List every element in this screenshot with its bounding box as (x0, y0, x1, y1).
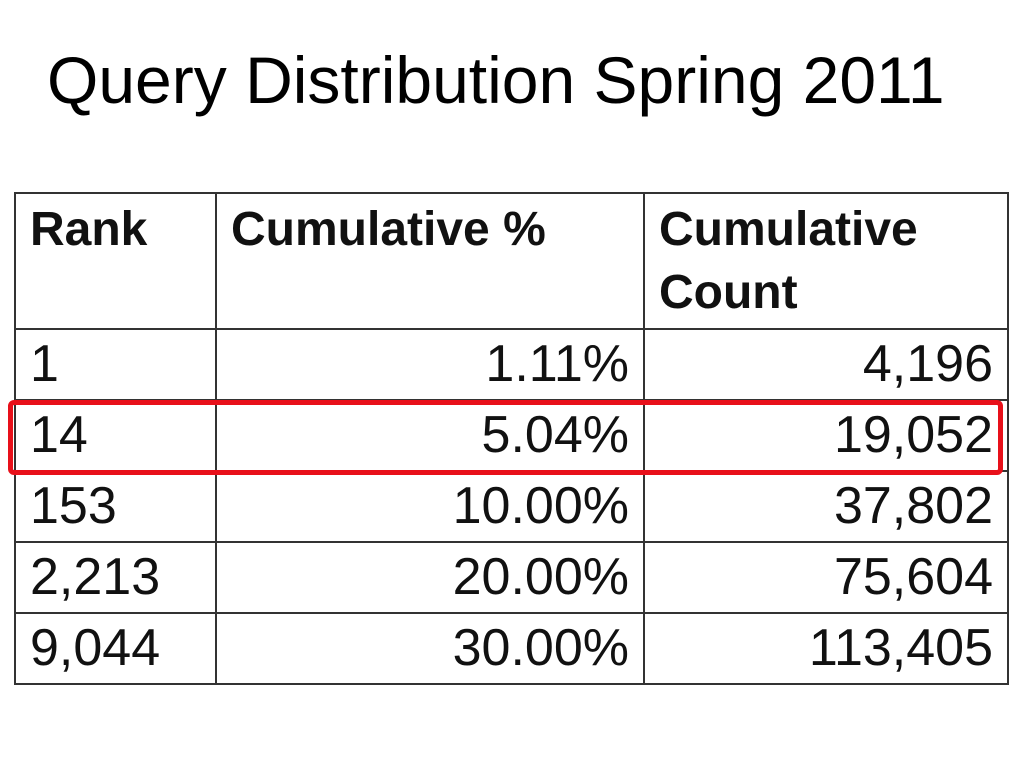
table-row: 1 1.11% 4,196 (14, 328, 1009, 401)
table-header-row: Rank Cumulative % Cumulative Count (14, 192, 1009, 330)
cell-rank: 9,044 (14, 612, 217, 685)
header-cumulative-count-line2: Count (659, 266, 798, 319)
cell-cumulative-pct: 10.00% (215, 470, 645, 543)
cell-cumulative-count: 19,052 (643, 399, 1009, 472)
cell-cumulative-pct: 1.11% (215, 328, 645, 401)
cell-rank: 2,213 (14, 541, 217, 614)
table-row: 9,044 30.00% 113,405 (14, 612, 1009, 685)
cell-cumulative-count: 113,405 (643, 612, 1009, 685)
cell-cumulative-count: 75,604 (643, 541, 1009, 614)
cell-cumulative-pct: 30.00% (215, 612, 645, 685)
slide-title: Query Distribution Spring 2011 (47, 43, 945, 117)
table-row: 2,213 20.00% 75,604 (14, 541, 1009, 614)
query-distribution-table: Rank Cumulative % Cumulative Count 1 1.11… (14, 192, 1009, 685)
cell-cumulative-pct: 20.00% (215, 541, 645, 614)
header-rank: Rank (14, 192, 217, 330)
cell-rank: 1 (14, 328, 217, 401)
cell-cumulative-count: 37,802 (643, 470, 1009, 543)
header-cumulative-count: Cumulative Count (643, 192, 1009, 330)
table-row: 153 10.00% 37,802 (14, 470, 1009, 543)
cell-rank: 153 (14, 470, 217, 543)
cell-cumulative-count: 4,196 (643, 328, 1009, 401)
cell-rank: 14 (14, 399, 217, 472)
table-row-highlighted: 14 5.04% 19,052 (14, 399, 1009, 472)
header-cumulative-count-line1: Cumulative (659, 203, 918, 256)
header-cumulative-pct: Cumulative % (215, 192, 645, 330)
cell-cumulative-pct: 5.04% (215, 399, 645, 472)
